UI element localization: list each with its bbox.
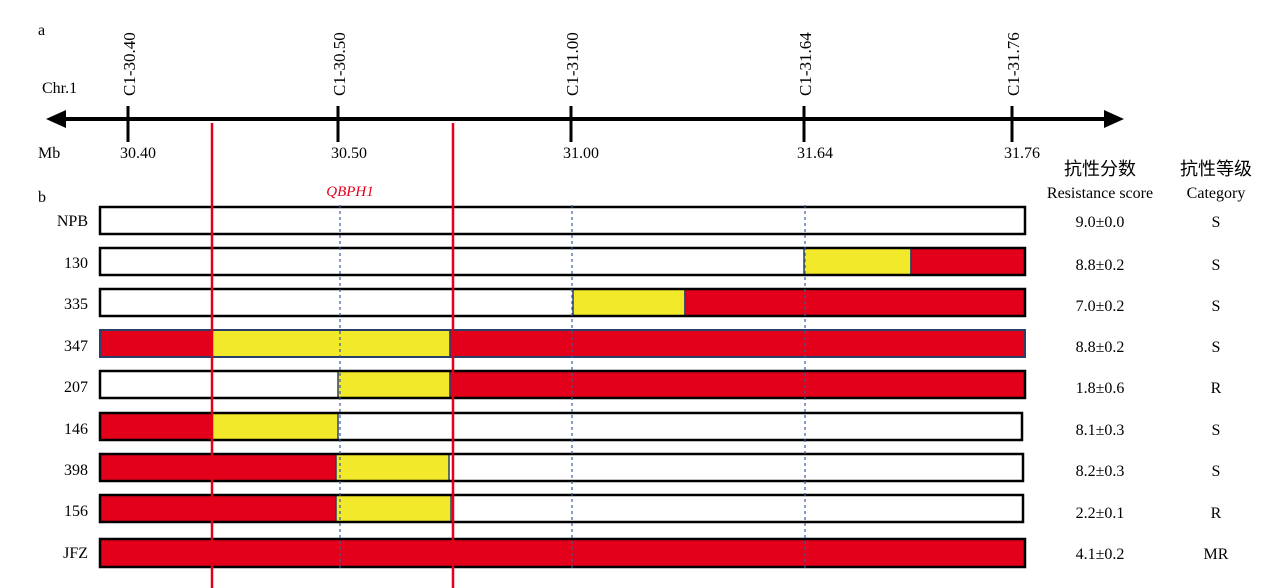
resistance-score: 8.2±0.3 (1076, 463, 1125, 480)
genotype-row: 398 8.2±0.3 S (64, 452, 1221, 483)
chromosome-segment-bar (98, 452, 1025, 483)
resistance-category: S (1212, 214, 1221, 231)
chromosome-segment-bar (98, 205, 1027, 236)
chromosome-segment-bar (98, 287, 1027, 318)
marker-label: C1-31.76 (1004, 32, 1023, 96)
marker-position: 31.64 (797, 145, 833, 162)
axis-left-arrow-icon (46, 110, 66, 128)
resistance-score: 8.8±0.2 (1076, 339, 1125, 356)
marker-label: C1-31.64 (796, 32, 815, 96)
resistance-category: S (1212, 339, 1221, 356)
marker-tick: C1-30.40 30.40 (120, 32, 156, 162)
genotype-row: JFZ 4.1±0.2 MR (63, 537, 1229, 569)
panel-b-label: b (38, 189, 46, 206)
heterozygous-segment (335, 453, 450, 482)
resistance-category: S (1212, 422, 1221, 439)
category-header-en: Category (1187, 185, 1246, 202)
genotype-row: 156 2.2±0.1 R (64, 493, 1222, 524)
genotype-row: 335 7.0±0.2 S (64, 287, 1221, 318)
marker-tick: C1-30.50 30.50 (330, 32, 367, 162)
axis-right-arrow-icon (1104, 110, 1124, 128)
chromosome-label: Chr.1 (42, 80, 77, 97)
donor-segment (684, 288, 1026, 317)
resistance-category: S (1212, 298, 1221, 315)
heterozygous-segment (337, 370, 451, 399)
genotype-row: 347 8.8±0.2 S (64, 329, 1221, 358)
score-header-zh: 抗性分数 (1064, 159, 1136, 179)
line-name: 146 (64, 421, 88, 438)
heterozygous-segment (335, 494, 452, 523)
chromosome-segment-bar (99, 329, 1026, 358)
marker-position: 31.76 (1004, 145, 1040, 162)
resistance-category: S (1212, 257, 1221, 274)
resistance-category: R (1211, 505, 1222, 522)
chromosome-segment-bar (98, 246, 1027, 277)
heterozygous-segment (803, 247, 912, 276)
donor-segment (99, 412, 213, 441)
line-name: 335 (64, 296, 88, 313)
marker-tick: C1-31.76 31.76 (1004, 32, 1040, 162)
resistance-category: R (1211, 380, 1222, 397)
chromosome-segment-bar (98, 369, 1027, 400)
marker-tick: C1-31.64 31.64 (796, 32, 833, 162)
score-header-en: Resistance score (1047, 185, 1153, 202)
marker-label: C1-30.50 (330, 32, 349, 96)
qtl-label: QBPH1 (326, 184, 374, 200)
line-name: JFZ (63, 545, 88, 562)
resistance-category: S (1212, 463, 1221, 480)
resistance-score: 9.0±0.0 (1076, 214, 1125, 231)
unit-label: Mb (38, 145, 60, 162)
line-name: 347 (64, 338, 88, 355)
marker-tick: C1-31.00 31.00 (563, 32, 599, 162)
genotype-row: 130 8.8±0.2 S (64, 246, 1221, 277)
marker-label: C1-30.40 (120, 32, 139, 96)
heterozygous-segment (572, 288, 686, 317)
line-name: 130 (64, 255, 88, 272)
category-header-zh: 抗性等级 (1180, 159, 1252, 179)
marker-label: C1-31.00 (563, 32, 582, 96)
resistance-score: 2.2±0.1 (1076, 505, 1125, 522)
donor-segment (99, 329, 213, 358)
marker-position: 31.00 (563, 145, 599, 162)
donor-segment (99, 453, 337, 482)
resistance-score: 1.8±0.6 (1076, 380, 1125, 397)
resistance-score: 4.1±0.2 (1076, 546, 1125, 563)
line-name: 156 (64, 503, 88, 520)
donor-segment (449, 370, 1026, 399)
donor-segment (449, 329, 1026, 358)
donor-segment (98, 537, 1027, 569)
chromosome-segment-bar (98, 411, 1024, 442)
resistance-category: MR (1204, 546, 1229, 563)
donor-segment (910, 247, 1026, 276)
genotype-row: 146 8.1±0.3 S (64, 411, 1221, 442)
genotype-row: 207 1.8±0.6 R (64, 369, 1222, 400)
donor-segment (99, 494, 337, 523)
heterozygous-segment (211, 329, 451, 358)
resistance-score: 8.8±0.2 (1076, 257, 1125, 274)
line-name: NPB (57, 213, 88, 230)
marker-position: 30.40 (120, 145, 156, 162)
panel-a-label: a (38, 22, 45, 39)
resistance-score: 7.0±0.2 (1076, 298, 1125, 315)
line-name: 398 (64, 462, 88, 479)
genotype-row: NPB 9.0±0.0 S (57, 205, 1221, 236)
marker-position: 30.50 (331, 145, 367, 162)
chromosome-segment-bar (98, 493, 1025, 524)
line-name: 207 (64, 379, 88, 396)
resistance-score: 8.1±0.3 (1076, 422, 1125, 439)
heterozygous-segment (211, 412, 339, 441)
